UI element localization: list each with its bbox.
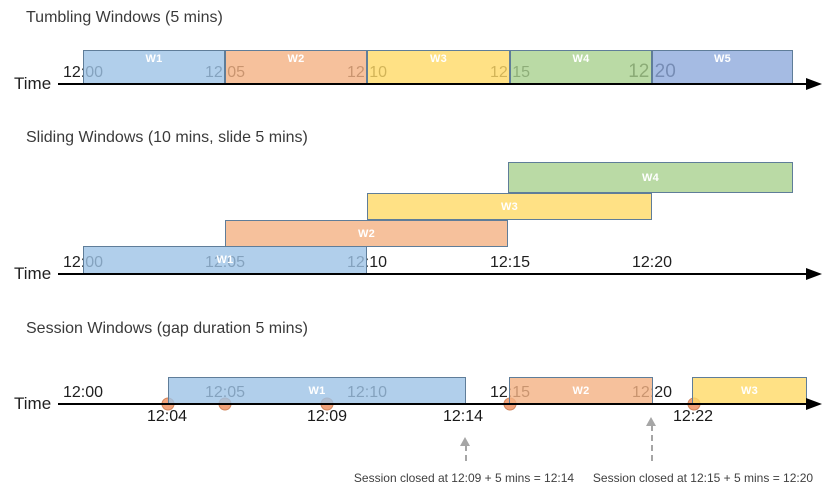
sliding-time-axis-label: Time [14, 264, 52, 283]
session-timeline-arrowhead-icon [806, 398, 822, 410]
event-time-label: 12:14 [442, 408, 484, 425]
sliding-tick-label: 12:15 [489, 254, 531, 271]
tumbling-window-w5: W5 [652, 50, 793, 84]
tumbling-window-w3: W3 [367, 50, 510, 84]
sliding-timeline-arrowhead-icon [806, 268, 822, 280]
sliding-timeline-axis [58, 273, 806, 275]
arrow-up-icon [646, 417, 656, 426]
tumbling-timeline-arrowhead-icon [806, 78, 822, 90]
sliding-section-title: Sliding Windows (10 mins, slide 5 mins) [26, 129, 308, 146]
session-window-w1: W1 [168, 377, 466, 404]
sliding-tick-label: 12:20 [631, 254, 673, 271]
sliding-window-w4: W4 [508, 162, 793, 193]
sliding-window-w1: W1 [83, 246, 367, 274]
tumbling-window-w4: W4 [510, 50, 652, 84]
session-callout-arrow [651, 425, 653, 461]
sliding-window-w2: W2 [225, 220, 508, 247]
window-label: W4 [641, 171, 660, 184]
arrow-up-icon [460, 437, 470, 446]
tumbling-time-axis-label: Time [14, 74, 52, 93]
window-label: W4 [572, 53, 590, 65]
session-callout-arrow [465, 445, 467, 461]
window-label: W2 [357, 227, 376, 240]
event-time-label: 12:09 [306, 408, 348, 425]
sliding-window-w3: W3 [367, 193, 652, 220]
window-label: W1 [308, 384, 326, 397]
window-label: W5 [713, 53, 732, 65]
event-time-label: 12:22 [672, 408, 714, 425]
session-closed-annotation: Session closed at 12:15 + 5 mins = 12:20 [592, 471, 814, 485]
window-label: W3 [500, 200, 519, 213]
event-time-label: 12:04 [146, 408, 188, 425]
tumbling-window-w2: W2 [225, 50, 367, 84]
session-time-axis-label: Time [14, 394, 52, 413]
window-label: W1 [145, 53, 163, 65]
window-label: W3 [429, 53, 448, 65]
session-tick-label: 12:00 [62, 384, 104, 401]
tumbling-timeline-axis [58, 83, 806, 85]
window-label: W2 [287, 53, 305, 65]
session-section-title: Session Windows (gap duration 5 mins) [26, 320, 308, 337]
session-closed-annotation: Session closed at 12:09 + 5 mins = 12:14 [353, 471, 575, 485]
tumbling-window-w1: W1 [83, 50, 225, 84]
window-label: W2 [572, 384, 590, 397]
session-window-w3: W3 [692, 377, 807, 404]
session-window-w2: W2 [509, 377, 653, 404]
tumbling-section-title: Tumbling Windows (5 mins) [26, 9, 223, 26]
window-label: W1 [216, 254, 234, 266]
window-label: W3 [740, 384, 759, 397]
session-timeline-axis [58, 403, 806, 405]
